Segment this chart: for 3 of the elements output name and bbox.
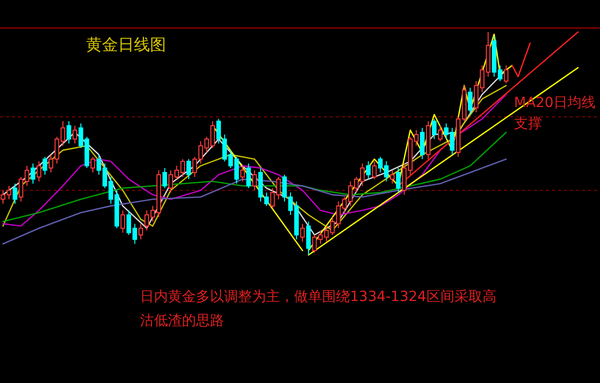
chart-title: 黄金日线图 xyxy=(86,34,166,56)
text: 日内黄金多以调整为主，做单围绕1334-1324区间采取高沽低渣的思路 xyxy=(140,288,498,331)
annotation: 支撑 xyxy=(514,115,542,133)
